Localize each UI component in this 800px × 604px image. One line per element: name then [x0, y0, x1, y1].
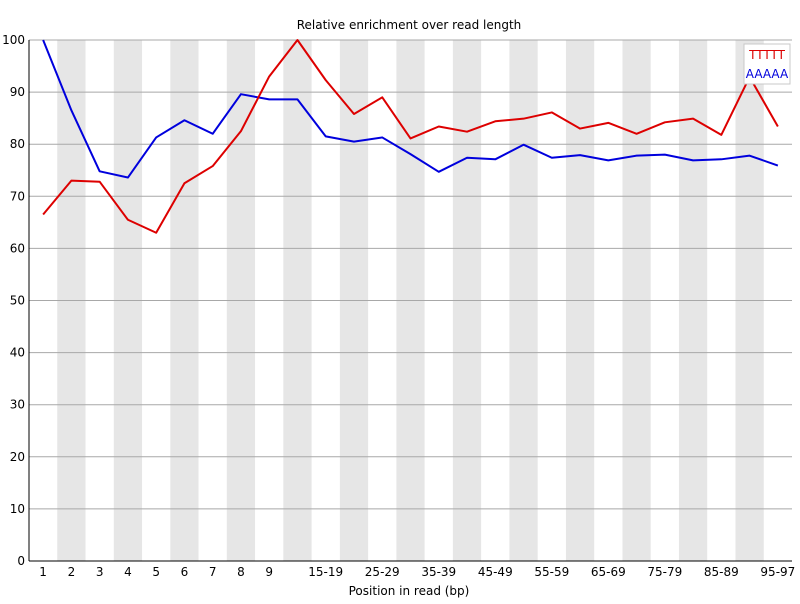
x-tick-label: 85-89	[704, 565, 739, 579]
x-tick-label: 2	[68, 565, 76, 579]
legend-label-AAAAA: AAAAA	[746, 67, 789, 81]
x-tick-label: 15-19	[308, 565, 343, 579]
series-line-TTTTT	[42, 39, 779, 234]
y-tick-label: 80	[10, 137, 25, 151]
x-tick-label: 45-49	[478, 565, 513, 579]
y-tick-label: 20	[10, 450, 25, 464]
x-axis-ticks: 1 2 3 4 5 6 7 8 9 15-19 25-29 35-39 45-49 55-59 65-69 7…	[39, 565, 795, 579]
y-tick-label: 90	[10, 85, 25, 99]
y-tick-label: 40	[10, 346, 25, 360]
x-tick-label: 95-97	[760, 565, 795, 579]
x-tick-label: 6	[181, 565, 189, 579]
x-tick-label: 7	[209, 565, 217, 579]
x-tick-label: 8	[237, 565, 245, 579]
legend: TTTTT AAAAA	[743, 43, 791, 85]
y-tick-label: 70	[10, 189, 25, 203]
series-lines	[42, 39, 779, 234]
y-tick-label: 100	[2, 33, 25, 47]
y-axis-ticks: 0 10 20 30 40 50 60 70 80 90 100	[2, 33, 25, 568]
x-tick-label: 75-79	[647, 565, 682, 579]
x-tick-label: 5	[152, 565, 160, 579]
x-tick-label: 4	[124, 565, 132, 579]
y-tick-label: 60	[10, 241, 25, 255]
x-tick-label: 3	[96, 565, 104, 579]
x-tick-label: 65-69	[591, 565, 626, 579]
x-axis-label: Position in read (bp)	[349, 584, 470, 598]
legend-box	[743, 43, 791, 85]
x-tick-label: 35-39	[421, 565, 456, 579]
x-tick-label: 25-29	[365, 565, 400, 579]
x-tick-label: 9	[265, 565, 273, 579]
y-tick-label: 30	[10, 398, 25, 412]
y-tick-label: 50	[10, 294, 25, 308]
series-line-AAAAA	[42, 39, 779, 179]
x-tick-label: 55-59	[534, 565, 569, 579]
y-tick-label: 10	[10, 502, 25, 516]
y-tick-label: 0	[17, 554, 25, 568]
x-tick-label: 1	[39, 565, 47, 579]
gridlines	[29, 39, 792, 510]
legend-label-TTTTT: TTTTT	[748, 48, 785, 62]
chart-title: Relative enrichment over read length	[297, 18, 522, 32]
axes	[28, 40, 792, 562]
